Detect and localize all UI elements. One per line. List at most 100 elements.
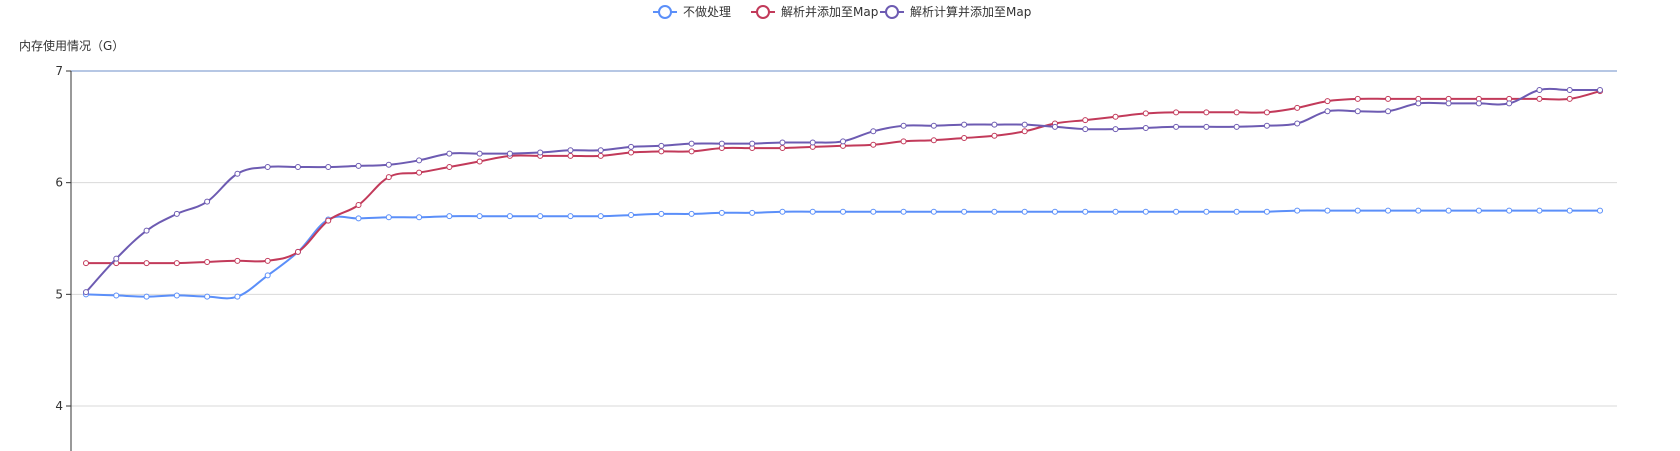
data-point[interactable]	[659, 149, 664, 154]
data-point[interactable]	[1325, 109, 1330, 114]
data-point[interactable]	[1507, 208, 1512, 213]
data-point[interactable]	[417, 215, 422, 220]
data-point[interactable]	[962, 209, 967, 214]
data-point[interactable]	[689, 211, 694, 216]
data-point[interactable]	[750, 141, 755, 146]
data-point[interactable]	[326, 165, 331, 170]
legend-item[interactable]: 不做处理	[653, 4, 731, 19]
data-point[interactable]	[84, 261, 89, 266]
data-point[interactable]	[356, 216, 361, 221]
data-point[interactable]	[931, 123, 936, 128]
data-point[interactable]	[1507, 101, 1512, 106]
data-point[interactable]	[205, 294, 210, 299]
data-point[interactable]	[750, 210, 755, 215]
data-point[interactable]	[1204, 110, 1209, 115]
data-point[interactable]	[598, 153, 603, 158]
data-point[interactable]	[659, 143, 664, 148]
data-point[interactable]	[1537, 96, 1542, 101]
data-point[interactable]	[659, 211, 664, 216]
data-point[interactable]	[1234, 110, 1239, 115]
data-point[interactable]	[931, 209, 936, 214]
data-point[interactable]	[538, 214, 543, 219]
data-point[interactable]	[477, 214, 482, 219]
data-point[interactable]	[538, 150, 543, 155]
legend[interactable]: 不做处理 解析并添加至Map解析计算并添加至Map	[653, 4, 1031, 19]
data-point[interactable]	[386, 175, 391, 180]
data-point[interactable]	[629, 144, 634, 149]
data-point[interactable]	[1567, 96, 1572, 101]
data-point[interactable]	[1598, 208, 1603, 213]
data-point[interactable]	[841, 209, 846, 214]
data-point[interactable]	[1446, 101, 1451, 106]
data-point[interactable]	[1355, 208, 1360, 213]
data-point[interactable]	[568, 214, 573, 219]
data-point[interactable]	[962, 122, 967, 127]
data-point[interactable]	[1083, 209, 1088, 214]
data-point[interactable]	[144, 228, 149, 233]
data-point[interactable]	[962, 136, 967, 141]
data-point[interactable]	[1476, 208, 1481, 213]
data-point[interactable]	[1204, 124, 1209, 129]
data-point[interactable]	[1416, 101, 1421, 106]
data-point[interactable]	[1325, 208, 1330, 213]
data-point[interactable]	[1022, 129, 1027, 134]
data-point[interactable]	[174, 261, 179, 266]
data-point[interactable]	[174, 211, 179, 216]
legend-item[interactable]: 解析计算并添加至Map	[880, 4, 1031, 19]
data-point[interactable]	[719, 210, 724, 215]
data-point[interactable]	[144, 261, 149, 266]
data-point[interactable]	[295, 165, 300, 170]
data-point[interactable]	[356, 163, 361, 168]
data-point[interactable]	[477, 151, 482, 156]
data-point[interactable]	[1295, 121, 1300, 126]
data-point[interactable]	[629, 213, 634, 218]
data-point[interactable]	[1325, 99, 1330, 104]
data-point[interactable]	[1476, 101, 1481, 106]
data-point[interactable]	[719, 141, 724, 146]
data-point[interactable]	[507, 151, 512, 156]
data-point[interactable]	[1083, 118, 1088, 123]
data-point[interactable]	[1113, 127, 1118, 132]
data-point[interactable]	[205, 259, 210, 264]
data-point[interactable]	[1022, 209, 1027, 214]
data-point[interactable]	[780, 146, 785, 151]
data-point[interactable]	[1174, 110, 1179, 115]
data-point[interactable]	[629, 150, 634, 155]
data-point[interactable]	[265, 165, 270, 170]
data-point[interactable]	[1174, 124, 1179, 129]
data-point[interactable]	[265, 273, 270, 278]
data-point[interactable]	[568, 148, 573, 153]
data-point[interactable]	[1234, 209, 1239, 214]
data-point[interactable]	[1355, 109, 1360, 114]
data-point[interactable]	[780, 209, 785, 214]
data-point[interactable]	[144, 294, 149, 299]
data-point[interactable]	[871, 142, 876, 147]
data-point[interactable]	[174, 293, 179, 298]
data-point[interactable]	[1052, 209, 1057, 214]
data-point[interactable]	[1567, 87, 1572, 92]
data-point[interactable]	[689, 141, 694, 146]
data-point[interactable]	[1386, 109, 1391, 114]
data-point[interactable]	[1143, 209, 1148, 214]
data-point[interactable]	[447, 151, 452, 156]
data-point[interactable]	[1416, 208, 1421, 213]
data-point[interactable]	[1386, 208, 1391, 213]
data-point[interactable]	[1113, 114, 1118, 119]
data-point[interactable]	[1567, 208, 1572, 213]
legend-item[interactable]: 解析并添加至Map	[751, 5, 878, 19]
data-point[interactable]	[235, 258, 240, 263]
data-point[interactable]	[901, 209, 906, 214]
data-point[interactable]	[114, 293, 119, 298]
data-point[interactable]	[568, 153, 573, 158]
data-point[interactable]	[1537, 87, 1542, 92]
data-point[interactable]	[386, 215, 391, 220]
data-point[interactable]	[1598, 87, 1603, 92]
data-point[interactable]	[507, 214, 512, 219]
data-point[interactable]	[386, 162, 391, 167]
data-point[interactable]	[295, 249, 300, 254]
data-point[interactable]	[205, 199, 210, 204]
data-point[interactable]	[447, 165, 452, 170]
data-point[interactable]	[1264, 209, 1269, 214]
data-point[interactable]	[871, 129, 876, 134]
data-point[interactable]	[447, 214, 452, 219]
